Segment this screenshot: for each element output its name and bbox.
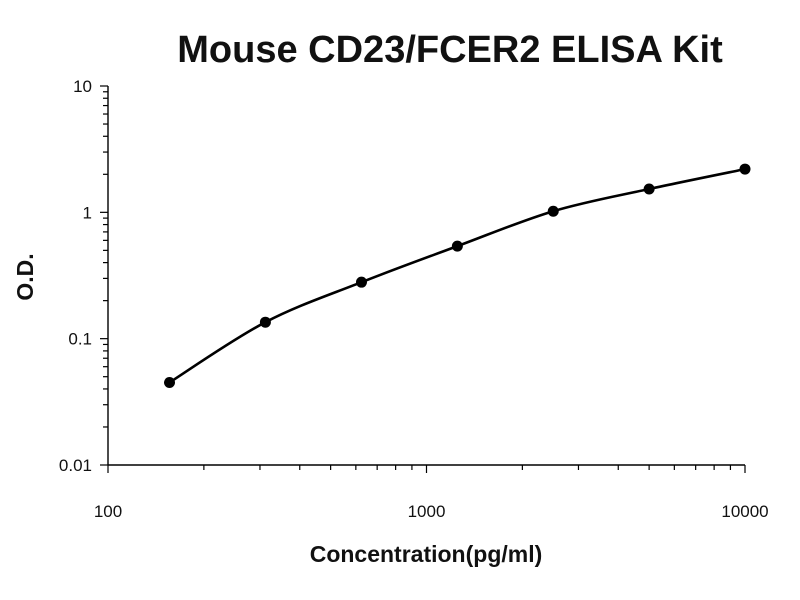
x-axis-ticks: 100 1000 10000	[94, 465, 769, 521]
y-tick-label: 10	[73, 77, 92, 96]
x-axis-label: Concentration(pg/ml)	[310, 541, 543, 567]
data-point	[164, 376, 176, 388]
fitted-curve	[168, 167, 746, 384]
y-tick-label: 0.1	[68, 330, 92, 349]
data-point	[451, 240, 463, 252]
data-point	[355, 276, 367, 288]
data-point	[739, 163, 751, 175]
y-axis-label: O.D.	[12, 253, 38, 300]
y-tick-label: 0.01	[59, 456, 92, 475]
data-points	[164, 163, 751, 388]
chart-title: Mouse CD23/FCER2 ELISA Kit	[177, 29, 723, 71]
y-tick-label: 1	[83, 203, 92, 222]
axes: 100 1000 10000 0.01 0.1 1 10	[59, 77, 769, 521]
y-axis-ticks: 0.01 0.1 1 10	[59, 77, 108, 475]
x-tick-label: 10000	[721, 502, 768, 521]
data-point	[259, 316, 271, 328]
data-point	[643, 183, 655, 195]
x-tick-label: 1000	[408, 502, 446, 521]
x-tick-label: 100	[94, 502, 122, 521]
data-point	[547, 205, 559, 217]
